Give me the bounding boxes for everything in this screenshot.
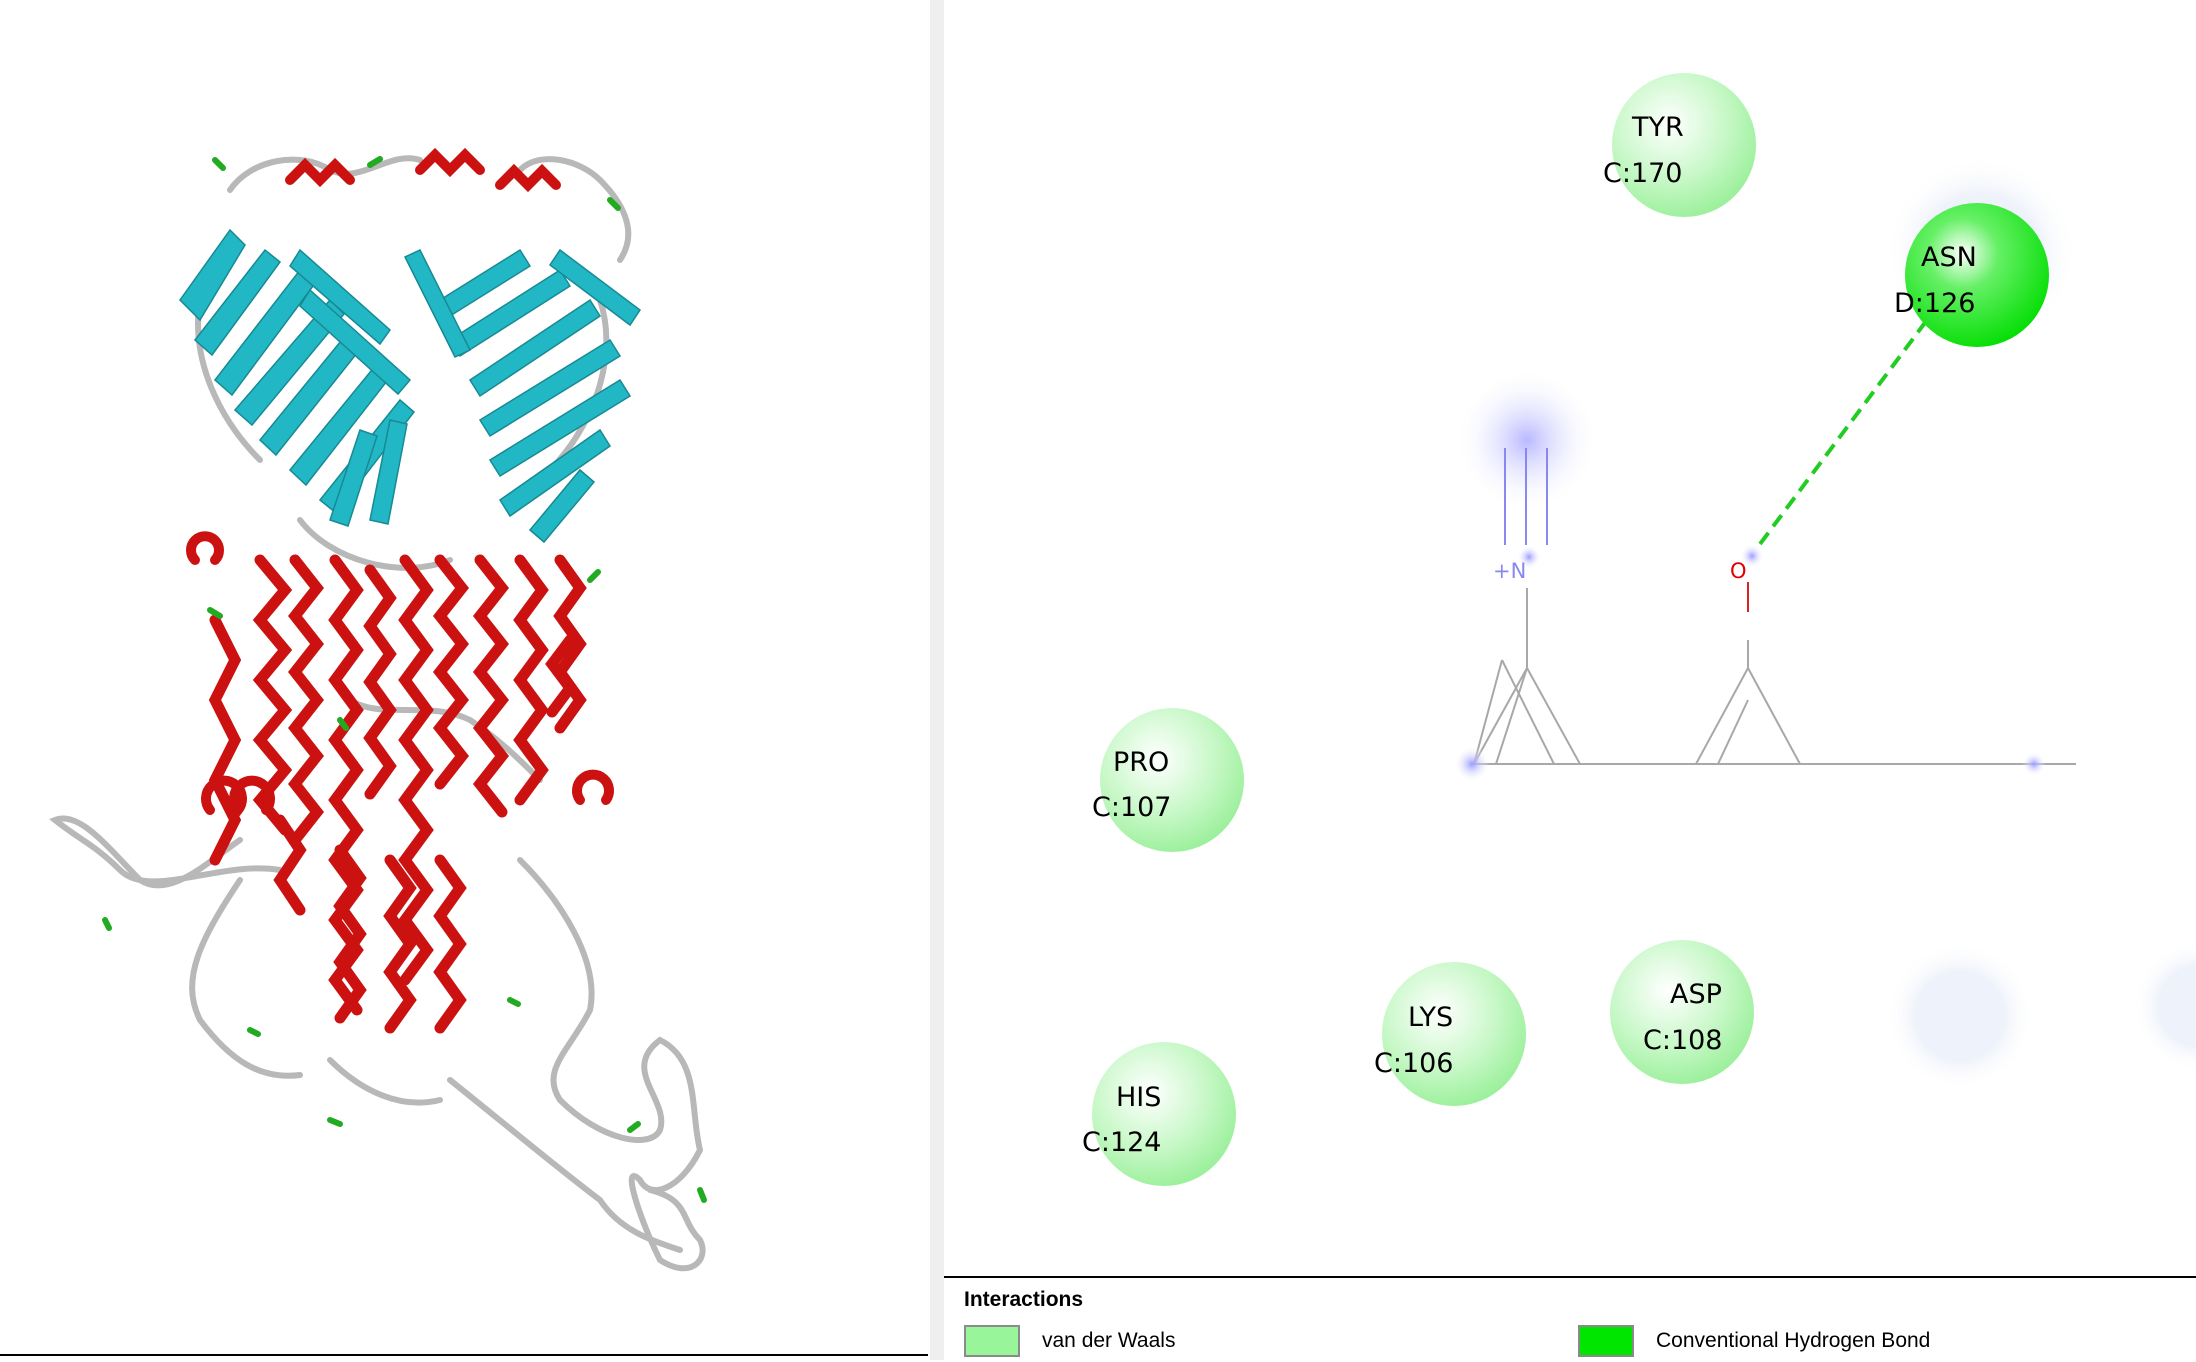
residue-name: LYS — [1408, 1002, 1453, 1033]
nitrogen-label: +N — [1493, 559, 1526, 583]
left-bottom-rule — [0, 1354, 928, 1356]
beta-sheets — [179, 228, 642, 544]
o-dot — [1740, 544, 1764, 568]
top-helices — [186, 147, 614, 818]
triple-bond — [1504, 448, 1548, 545]
residue-name: HIS — [1116, 1082, 1161, 1113]
residue-name: TYR — [1631, 112, 1684, 143]
lys-halo — [1886, 942, 2034, 1090]
residue-name: ASN — [1921, 242, 1977, 273]
residue-asp[interactable]: ASP C:108 — [1610, 940, 1754, 1084]
interaction-panel: +N O TYR C:170 ASN D:126 PRO C:107 LYS C… — [944, 0, 2196, 1360]
residue-pro[interactable]: PRO C:107 — [1092, 708, 1244, 852]
residue-name: PRO — [1113, 747, 1169, 778]
legend-label-vdw: van der Waals — [1042, 1329, 1176, 1352]
residue-tyr[interactable]: TYR C:170 — [1603, 73, 1756, 217]
structure-viewer[interactable] — [0, 0, 928, 1360]
interaction-diagram: +N O TYR C:170 ASN D:126 PRO C:107 LYS C… — [1082, 73, 2196, 1186]
alpha-helices — [208, 554, 587, 1034]
turns — [102, 156, 707, 1203]
oxygen-label: O — [1730, 559, 1747, 583]
residue-lys[interactable]: LYS C:106 — [1374, 962, 1526, 1106]
legend-item-vdw: van der Waals — [964, 1324, 1175, 1358]
ligand: +N O — [1454, 368, 2076, 782]
residue-name: ASP — [1670, 979, 1722, 1010]
c-dot-left — [1454, 746, 1490, 782]
residue-his[interactable]: HIS C:124 — [1082, 1042, 1236, 1186]
protein-cartoon — [49, 147, 707, 1272]
legend-title: Interactions — [964, 1288, 1084, 1311]
legend-item-hbond: Conventional Hydrogen Bond — [1578, 1324, 1930, 1358]
residue-position: C:108 — [1643, 1025, 1722, 1056]
residue-position: C:170 — [1603, 158, 1682, 189]
ligand-bonds — [1473, 588, 2076, 765]
legend-swatch-hbond — [1578, 1325, 1634, 1357]
legend-label-hbond: Conventional Hydrogen Bond — [1656, 1329, 1931, 1352]
interactions-legend: Interactions van der Waals Conventional … — [944, 1276, 2196, 1362]
n-dot — [1517, 545, 1541, 569]
c-dot-right — [2022, 752, 2046, 776]
asp-halo — [2132, 940, 2196, 1072]
residue-position: D:126 — [1894, 288, 1975, 319]
residue-position: C:124 — [1082, 1127, 1161, 1158]
residue-position: C:106 — [1374, 1048, 1453, 1079]
residue-position: C:107 — [1092, 792, 1171, 823]
residue-asn[interactable]: ASN D:126 — [1894, 203, 2049, 347]
nitrogen-glow — [1455, 368, 1599, 512]
hydrogen-bond-line — [1758, 318, 1929, 546]
pane-divider[interactable] — [930, 0, 944, 1360]
legend-swatch-vdw — [964, 1325, 1020, 1357]
